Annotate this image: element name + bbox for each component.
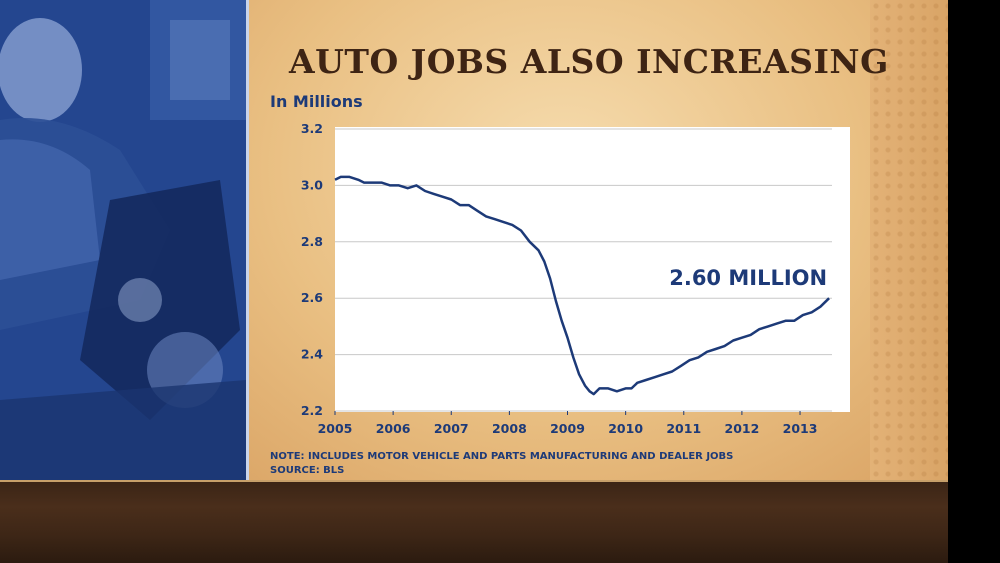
x-tick-label: 2008: [492, 421, 527, 436]
x-tick-label: 2009: [550, 421, 585, 436]
worker-photo-panel: [0, 0, 246, 480]
series-line: [334, 175, 830, 396]
x-axis-ticks: 2005 2006 2007 2008 2009 2010 2011 2012 2013: [318, 411, 818, 436]
x-tick-label: 2010: [608, 421, 643, 436]
worker-photo-image: [0, 0, 246, 480]
latest-value-annotation: 2.60 MILLION: [669, 266, 827, 290]
units-label: In Millions: [270, 92, 363, 111]
series-layer: [334, 175, 830, 396]
slide: AUTO JOBS ALSO INCREASING In Millions 2.…: [0, 0, 948, 563]
x-tick-label: 2013: [783, 421, 818, 436]
chart-title: AUTO JOBS ALSO INCREASING: [289, 42, 889, 81]
y-tick-label: 3.0: [301, 177, 323, 192]
photo-divider: [246, 0, 249, 480]
gridlines: [335, 128, 832, 412]
plot-area: [335, 127, 850, 412]
y-tick-label: 2.2: [301, 403, 323, 418]
line-chart: 2.22.42.62.83.03.2 2005 2006 2007 2008 2009 2…: [301, 121, 850, 436]
x-tick-label: 2011: [666, 421, 701, 436]
x-tick-label: 2012: [725, 421, 760, 436]
x-tick-label: 2005: [318, 421, 353, 436]
x-tick-label: 2007: [434, 421, 469, 436]
decorative-pattern: [870, 0, 948, 480]
x-tick-label: 2006: [376, 421, 411, 436]
y-tick-label: 2.8: [301, 234, 323, 249]
source-note: SOURCE: BLS: [270, 465, 345, 476]
y-tick-label: 3.2: [301, 121, 323, 136]
y-tick-label: 2.6: [301, 290, 323, 305]
letterbox-bar: [948, 0, 1000, 563]
bottom-band: [0, 480, 948, 563]
y-axis-ticks: 2.2 2.4 2.6 2.8 3.0 3.2: [301, 121, 323, 418]
y-tick-label: 2.4: [301, 347, 323, 362]
footnote: NOTE: INCLUDES MOTOR VEHICLE AND PARTS M…: [270, 451, 734, 462]
